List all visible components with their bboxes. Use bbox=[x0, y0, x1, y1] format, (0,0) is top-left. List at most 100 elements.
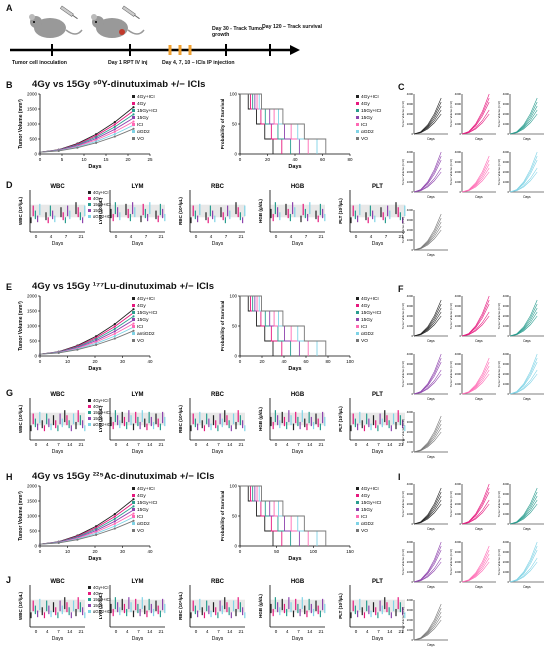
y-tick-label: 1000 bbox=[407, 382, 414, 386]
x-tick-label: 4 bbox=[286, 629, 289, 634]
spider-line bbox=[413, 541, 442, 583]
y-tick-label: 0 bbox=[34, 354, 37, 359]
legend-label: 15Gy bbox=[137, 507, 149, 513]
spider-line bbox=[461, 311, 490, 337]
spider-panel-f: F 0 1000 2000 3000 4000 Tumor Volume (mm³) Days… bbox=[398, 284, 550, 480]
x-tick-label: 0 bbox=[275, 442, 278, 447]
x-tick-label: 60 bbox=[320, 157, 326, 162]
x-axis-title: Days bbox=[212, 449, 224, 455]
spider-line bbox=[509, 315, 538, 337]
x-tick-label: 21 bbox=[318, 629, 324, 634]
legend-swatch bbox=[356, 494, 359, 497]
x-tick-label: 4 bbox=[286, 442, 289, 447]
growth-series-line bbox=[39, 506, 134, 545]
x-tick-label: 4 bbox=[206, 442, 209, 447]
y-tick-label: 0 bbox=[459, 334, 461, 338]
growth-point bbox=[113, 335, 116, 338]
spider-line bbox=[509, 541, 538, 583]
y-tick-label: 1500 bbox=[27, 107, 38, 112]
section-h: H 4Gy vs 15Gy ²²⁵Ac-dinutuximab +/− ICIs 0… bbox=[0, 471, 550, 567]
x-tick-label: 25 bbox=[147, 157, 153, 162]
x-tick-label: 21 bbox=[158, 234, 164, 239]
y-tick-label: 1000 bbox=[27, 324, 38, 329]
section-title: 4Gy vs 15Gy ¹⁷⁷Lu-dinutuximab +/− ICIs bbox=[32, 281, 215, 292]
x-axis-title: Days bbox=[52, 636, 64, 642]
x-tick-label: 100 bbox=[346, 359, 354, 364]
legend-label: 15Gy bbox=[93, 603, 104, 608]
x-tick-label: 4 bbox=[366, 442, 369, 447]
growth-point bbox=[113, 520, 116, 523]
y-axis-title: Tumor Volume (mm³) bbox=[449, 101, 453, 127]
legend-swatch bbox=[356, 297, 359, 300]
legend-label: ICI bbox=[137, 514, 143, 520]
x-tick-label: 7 bbox=[137, 442, 140, 447]
x-axis-title: Days bbox=[292, 449, 304, 455]
growth-point bbox=[76, 538, 79, 541]
spider-line bbox=[461, 373, 490, 395]
growth-point bbox=[132, 519, 135, 522]
x-tick-label: 30 bbox=[120, 549, 126, 554]
x-tick-label: 0 bbox=[239, 157, 242, 162]
y-tick-label: 2000 bbox=[407, 112, 414, 116]
y-axis-title: WBC (10³/µL) bbox=[18, 404, 23, 433]
x-tick-label: 14 bbox=[67, 629, 73, 634]
blood-plot-title: HGB bbox=[291, 579, 305, 585]
x-tick-label: 7 bbox=[217, 442, 220, 447]
x-axis-title: Days bbox=[427, 527, 435, 531]
x-tick-label: 21 bbox=[158, 629, 164, 634]
growth-point bbox=[132, 113, 135, 116]
panel-letter: I bbox=[398, 472, 401, 482]
legend-swatch bbox=[356, 109, 359, 112]
legend-swatch bbox=[132, 102, 135, 105]
y-tick-label: 0 bbox=[459, 190, 461, 194]
y-tick-label: 2000 bbox=[407, 228, 414, 232]
spider-line bbox=[413, 557, 442, 583]
x-tick-label: 7 bbox=[57, 442, 60, 447]
legend-swatch bbox=[132, 501, 135, 504]
legend-swatch bbox=[132, 494, 135, 497]
growth-series-line bbox=[39, 520, 134, 545]
legend-swatch bbox=[356, 501, 359, 504]
x-tick-label: 0 bbox=[275, 234, 278, 239]
legend-label: VO bbox=[137, 528, 144, 534]
y-tick-label: 3000 bbox=[407, 362, 414, 366]
spider-line bbox=[509, 299, 538, 337]
y-tick-label: 3000 bbox=[407, 492, 414, 496]
legend-swatch bbox=[132, 529, 135, 532]
x-tick-label: 15 bbox=[103, 157, 109, 162]
panel-letter: D bbox=[6, 180, 13, 190]
blood-plot-title: LYM bbox=[131, 392, 143, 398]
x-axis-title: Days bbox=[288, 556, 301, 562]
y-tick-label: 3000 bbox=[455, 492, 462, 496]
growth-point bbox=[113, 522, 116, 525]
x-tick-label: 0 bbox=[115, 629, 118, 634]
y-tick-label: 4000 bbox=[407, 294, 414, 298]
y-axis-title: Tumor Volume (mm³) bbox=[401, 303, 405, 329]
legend-label: 15Gy+ICI bbox=[137, 310, 157, 316]
y-tick-label: 4000 bbox=[455, 150, 462, 154]
spider-line bbox=[413, 353, 442, 395]
x-tick-label: 21 bbox=[238, 442, 244, 447]
y-tick-label: 2000 bbox=[503, 372, 510, 376]
spider-line bbox=[509, 353, 538, 395]
y-tick-label: 1000 bbox=[407, 628, 414, 632]
section-title: 4Gy vs 15Gy ⁹⁰Y-dinutuximab +/− ICIs bbox=[32, 79, 206, 90]
legend-swatch bbox=[88, 586, 91, 589]
growth-point bbox=[76, 146, 79, 149]
blood-plot-title: PLT bbox=[372, 579, 383, 585]
x-axis-title: Days bbox=[475, 195, 483, 199]
x-tick-label: 30 bbox=[120, 359, 126, 364]
x-tick-label: 0 bbox=[355, 629, 358, 634]
y-tick-label: 2000 bbox=[455, 502, 462, 506]
spider-line bbox=[509, 97, 538, 135]
legend-label: 15Gy bbox=[93, 416, 104, 421]
x-tick-label: 4 bbox=[206, 629, 209, 634]
spider-line bbox=[413, 315, 442, 337]
panel-letter: B bbox=[6, 80, 13, 90]
x-axis-title: Days bbox=[372, 449, 384, 455]
growth-series-line bbox=[39, 509, 134, 545]
x-tick-label: 4 bbox=[50, 234, 53, 239]
y-axis-title: PLT (10³/µL) bbox=[338, 198, 343, 224]
y-tick-label: 2000 bbox=[455, 372, 462, 376]
